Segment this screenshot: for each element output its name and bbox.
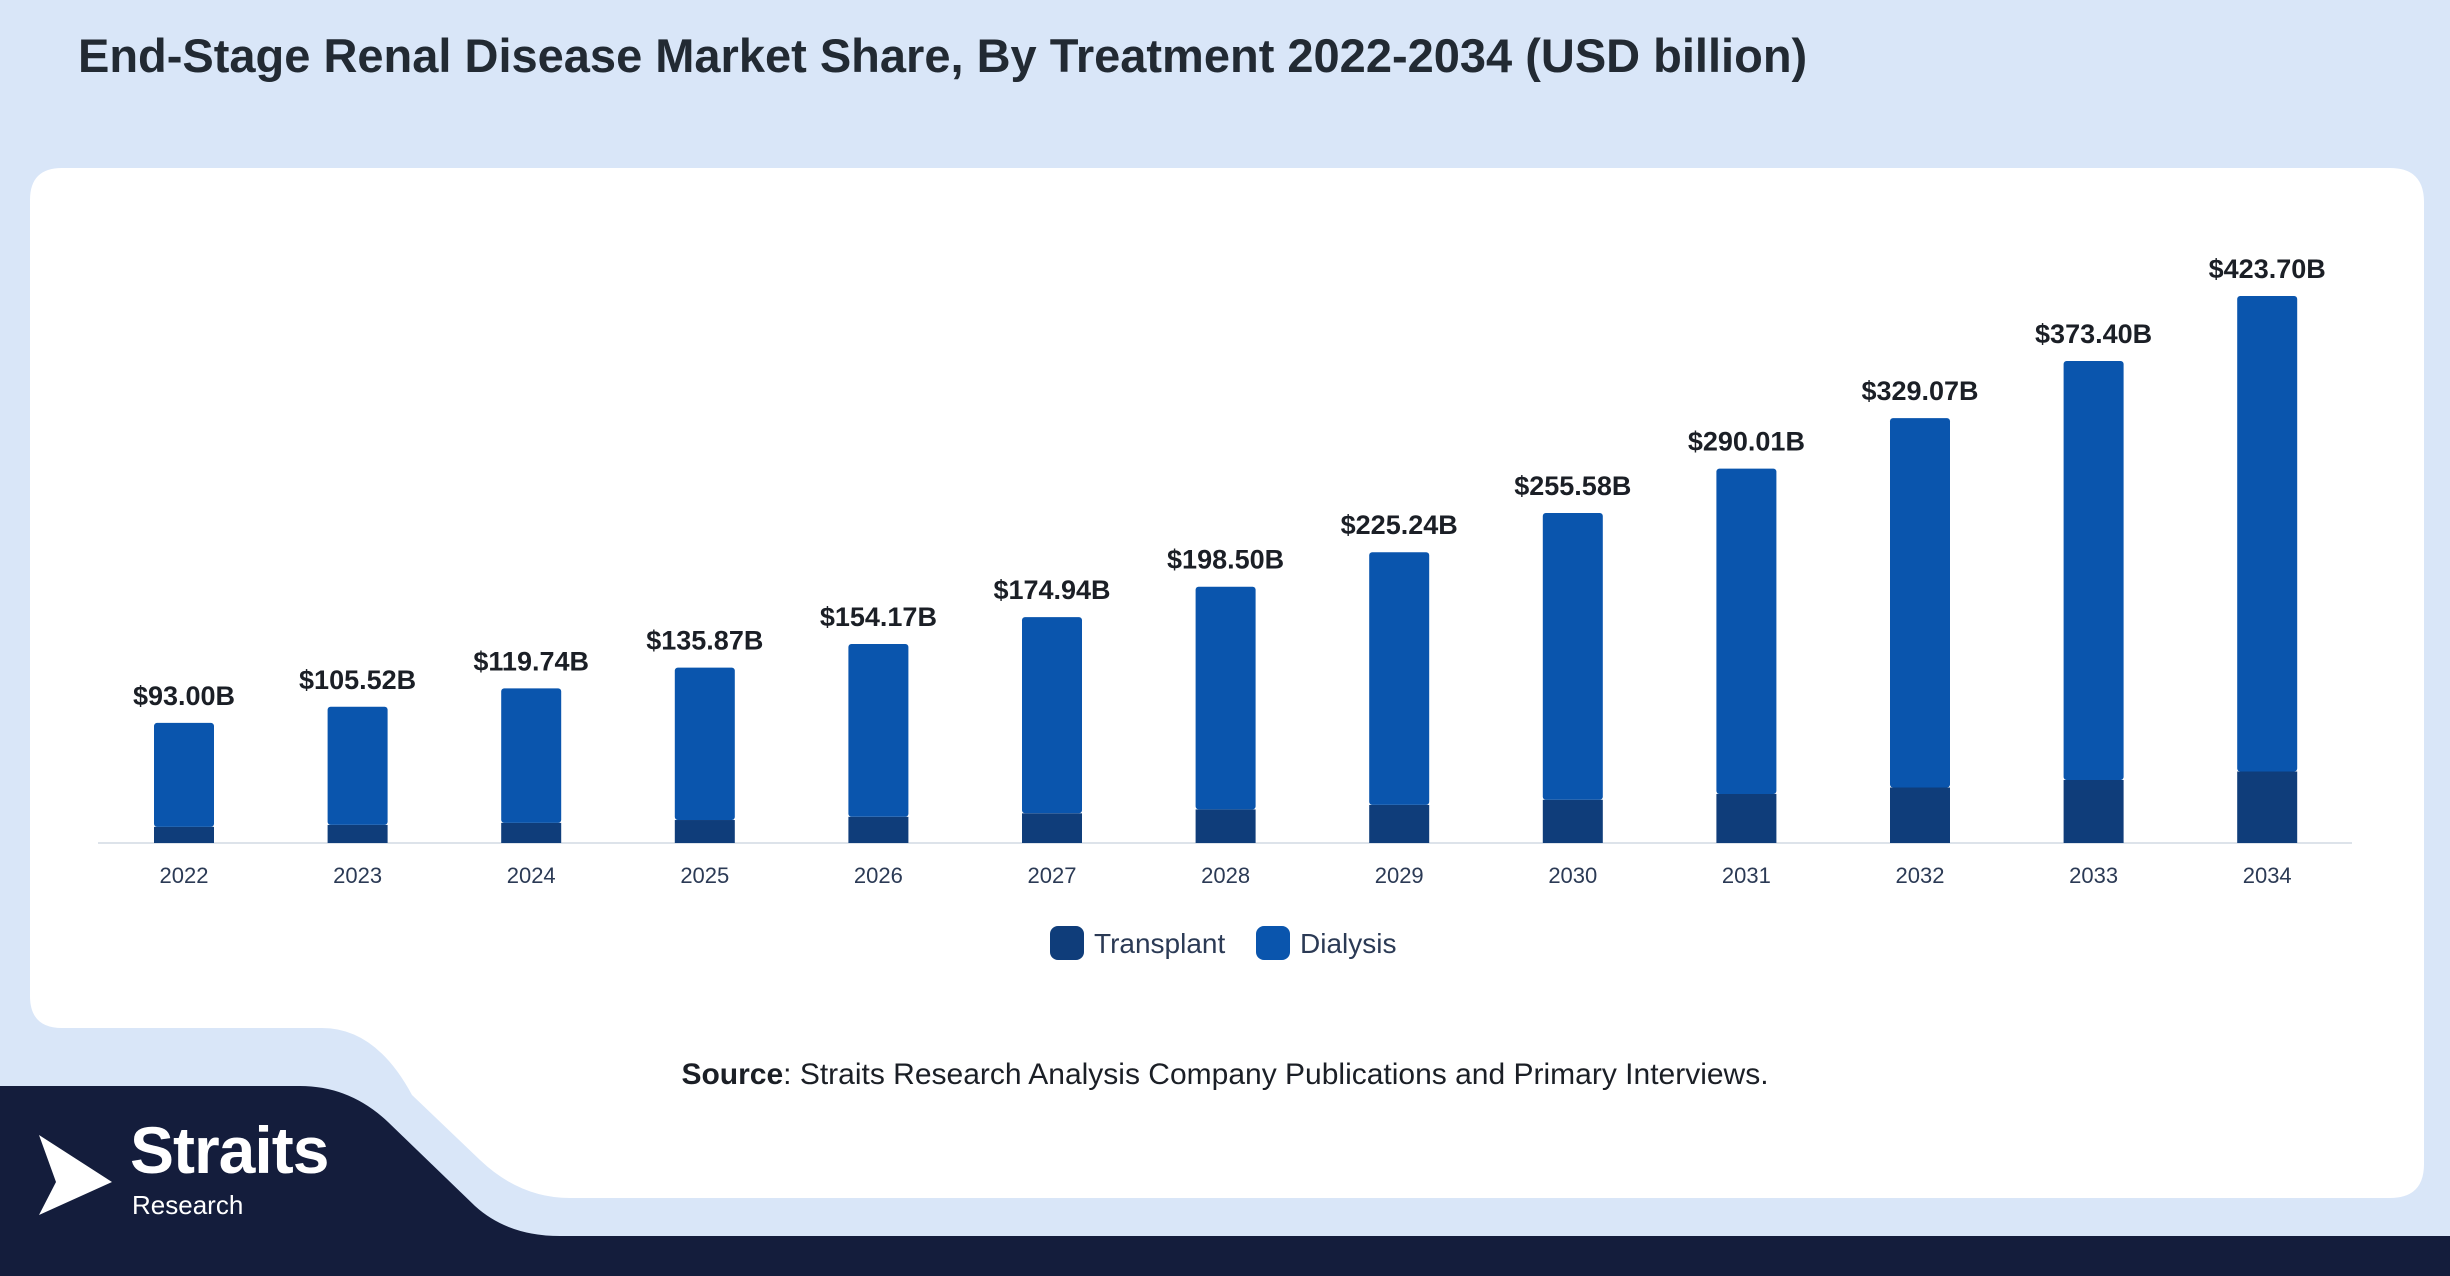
- source-text: : Straits Research Analysis Company Publ…: [783, 1058, 1769, 1091]
- bar-dialysis-2025: [674, 667, 735, 821]
- x-tick-label-2023: 2023: [333, 863, 382, 888]
- data-label-2023: $105.52B: [299, 665, 416, 695]
- x-tick-label-2030: 2030: [1548, 863, 1597, 888]
- bar-dialysis-2024: [501, 688, 562, 823]
- bar-transplant-2033: [2063, 779, 2124, 843]
- source-note: Source: Straits Research Analysis Compan…: [0, 1058, 2450, 1092]
- x-tick-label-2028: 2028: [1201, 863, 1250, 888]
- legend-item-transplant: Transplant: [1050, 926, 1225, 960]
- bar-dialysis-2022: [154, 722, 214, 827]
- bar-dialysis-2028: [1195, 586, 1256, 810]
- logo-name: Straits: [130, 1113, 329, 1187]
- bar-transplant-2026: [848, 816, 909, 843]
- bar-transplant-2034: [2237, 771, 2298, 843]
- legend-item-dialysis: Dialysis: [1256, 926, 1396, 960]
- data-label-2032: $329.07B: [1861, 376, 1978, 406]
- source-label: Source: [681, 1058, 784, 1091]
- x-tick-label-2032: 2032: [1896, 863, 1945, 888]
- logo-sub: Research: [132, 1190, 244, 1220]
- footer-dark-band: [0, 1086, 2450, 1276]
- bar-transplant-2027: [1022, 813, 1082, 843]
- bar-transplant-2024: [501, 822, 562, 843]
- bar-dialysis-2026: [848, 643, 909, 817]
- bar-transplant-2031: [1716, 793, 1777, 843]
- bar-dialysis-2031: [1716, 468, 1777, 794]
- bars-layer: [154, 296, 2298, 843]
- legend-label-transplant: Transplant: [1094, 928, 1225, 959]
- bar-dialysis-2030: [1542, 513, 1603, 800]
- bar-dialysis-2033: [2063, 360, 2124, 780]
- chart-title: End-Stage Renal Disease Market Share, By…: [78, 29, 1808, 82]
- data-label-2025: $135.87B: [646, 626, 763, 656]
- bar-transplant-2025: [674, 820, 735, 843]
- x-tick-label-2031: 2031: [1722, 863, 1771, 888]
- x-tick-label-2033: 2033: [2069, 863, 2118, 888]
- bar-transplant-2032: [1890, 787, 1950, 843]
- data-label-2030: $255.58B: [1514, 471, 1631, 501]
- data-label-2031: $290.01B: [1688, 427, 1805, 457]
- bar-dialysis-2023: [327, 706, 388, 825]
- x-tick-label-2024: 2024: [507, 863, 556, 888]
- labels-layer: $93.00B 2022 $105.52B 2023 $119.74B 2024 $135.…: [133, 254, 2326, 888]
- data-label-2034: $423.70B: [2209, 254, 2326, 284]
- legend: Transplant Dialysis: [1050, 926, 1396, 960]
- bar-dialysis-2034: [2237, 296, 2298, 772]
- x-tick-label-2026: 2026: [854, 863, 903, 888]
- bar-dialysis-2029: [1369, 552, 1430, 805]
- x-tick-label-2034: 2034: [2243, 863, 2292, 888]
- bar-transplant-2028: [1195, 809, 1256, 843]
- straits-logo: Straits Research: [34, 1113, 354, 1230]
- x-tick-label-2027: 2027: [1028, 863, 1077, 888]
- data-label-2022: $93.00B: [133, 681, 235, 711]
- x-tick-label-2022: 2022: [160, 863, 209, 888]
- x-tick-label-2029: 2029: [1375, 863, 1424, 888]
- bar-transplant-2023: [327, 824, 388, 843]
- data-label-2029: $225.24B: [1341, 510, 1458, 540]
- arrow-logo-icon: [39, 1135, 112, 1215]
- bar-transplant-2029: [1369, 804, 1430, 843]
- data-label-2027: $174.94B: [993, 575, 1110, 605]
- x-tick-label-2025: 2025: [680, 863, 729, 888]
- data-label-2028: $198.50B: [1167, 545, 1284, 575]
- legend-label-dialysis: Dialysis: [1300, 928, 1396, 959]
- data-label-2026: $154.17B: [820, 602, 937, 632]
- legend-swatch-dialysis: [1256, 926, 1290, 960]
- bar-dialysis-2027: [1022, 617, 1082, 814]
- data-label-2024: $119.74B: [473, 646, 589, 676]
- bar-transplant-2022: [154, 826, 214, 843]
- bar-dialysis-2032: [1890, 418, 1950, 788]
- data-label-2033: $373.40B: [2035, 319, 2152, 349]
- legend-swatch-transplant: [1050, 926, 1084, 960]
- bar-transplant-2030: [1542, 799, 1603, 843]
